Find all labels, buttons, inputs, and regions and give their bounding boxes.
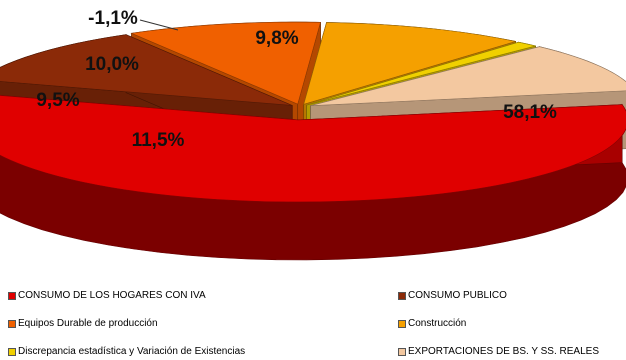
legend-item-publico: CONSUMO PUBLICO — [398, 290, 507, 301]
pie-chart: 58,1% 11,5% 9,5% 10,0% -1,1% 9,8% — [0, 8, 626, 261]
pie-tops — [0, 21, 626, 203]
data-label-4: -1,1% — [88, 8, 138, 29]
data-label-5: 9,8% — [255, 28, 298, 49]
slice-top-2 — [130, 21, 321, 105]
legend-swatch-construccion — [398, 319, 406, 328]
legend-swatch-equipos — [8, 319, 16, 328]
slice-top-3 — [303, 22, 516, 105]
legend-label-exportaciones: EXPORTACIONES DE BS. Y SS. REALES — [408, 346, 599, 357]
legend: CONSUMO DE LOS HOGARES CON IVA CONSUMO P… — [0, 286, 626, 360]
legend-item-exportaciones: EXPORTACIONES DE BS. Y SS. REALES — [398, 346, 599, 357]
data-label-0: 58,1% — [503, 102, 557, 123]
legend-label-equipos: Equipos Durable de producción — [18, 318, 158, 329]
legend-label-hogares: CONSUMO DE LOS HOGARES CON IVA — [18, 290, 206, 301]
legend-swatch-hogares — [8, 291, 16, 300]
legend-item-discrepancia: Discrepancia estadística y Variación de … — [8, 346, 245, 357]
legend-label-publico: CONSUMO PUBLICO — [408, 290, 507, 301]
legend-item-hogares: CONSUMO DE LOS HOGARES CON IVA — [8, 290, 206, 301]
legend-swatch-discrepancia — [8, 347, 16, 356]
slice-top-1 — [0, 34, 293, 106]
data-label-3: 10,0% — [85, 54, 139, 75]
legend-swatch-publico — [398, 291, 406, 300]
data-label-2: 9,5% — [36, 90, 79, 111]
leader-line-4 — [139, 19, 179, 31]
legend-item-construccion: Construcción — [398, 318, 466, 329]
pie-labels: 58,1% 11,5% 9,5% 10,0% -1,1% 9,8% — [36, 8, 557, 151]
legend-swatch-exportaciones — [398, 347, 406, 356]
slice-top-0 — [0, 95, 626, 203]
slice-top-5 — [310, 46, 626, 107]
legend-label-construccion: Construcción — [408, 318, 467, 329]
legend-label-discrepancia: Discrepancia estadística y Variación de … — [18, 346, 246, 357]
slice-top-4 — [306, 41, 536, 106]
legend-item-equipos: Equipos Durable de producción — [8, 318, 158, 329]
data-label-1: 11,5% — [132, 130, 185, 151]
